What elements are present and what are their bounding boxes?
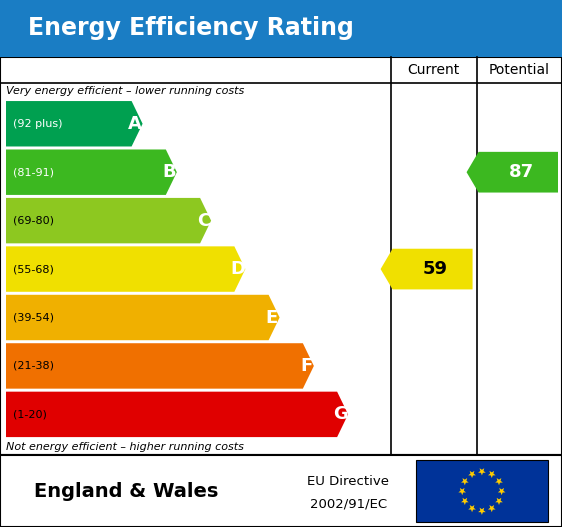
- Text: E: E: [266, 308, 278, 327]
- Polygon shape: [6, 246, 246, 292]
- Text: A: A: [128, 115, 142, 133]
- Polygon shape: [488, 505, 496, 512]
- Bar: [416, 461, 548, 522]
- Polygon shape: [6, 198, 211, 243]
- Text: 87: 87: [509, 163, 534, 181]
- Polygon shape: [495, 478, 503, 485]
- Polygon shape: [478, 468, 486, 475]
- Text: (69-80): (69-80): [13, 216, 54, 226]
- Text: D: D: [230, 260, 245, 278]
- Text: (92 plus): (92 plus): [13, 119, 62, 129]
- Text: (21-38): (21-38): [13, 361, 54, 371]
- Polygon shape: [6, 101, 143, 147]
- Text: EU Directive: EU Directive: [307, 475, 389, 487]
- Polygon shape: [478, 508, 486, 515]
- Polygon shape: [488, 471, 496, 478]
- Polygon shape: [6, 343, 314, 388]
- Text: (39-54): (39-54): [13, 313, 54, 323]
- Polygon shape: [461, 478, 469, 485]
- Bar: [0, 0, 562, 57]
- Text: Very energy efficient – lower running costs: Very energy efficient – lower running co…: [6, 86, 244, 96]
- Text: (81-91): (81-91): [13, 167, 54, 177]
- Text: 2002/91/EC: 2002/91/EC: [310, 497, 387, 511]
- Text: Energy Efficiency Rating: Energy Efficiency Rating: [28, 16, 354, 41]
- Polygon shape: [6, 392, 348, 437]
- Text: 59: 59: [423, 260, 448, 278]
- Polygon shape: [468, 471, 476, 478]
- Polygon shape: [461, 498, 469, 505]
- Polygon shape: [466, 152, 558, 192]
- Text: F: F: [300, 357, 312, 375]
- Text: Current: Current: [407, 63, 460, 77]
- Text: England & Wales: England & Wales: [34, 482, 218, 501]
- Text: (55-68): (55-68): [13, 264, 54, 274]
- Polygon shape: [459, 488, 466, 495]
- Text: B: B: [162, 163, 176, 181]
- Polygon shape: [6, 295, 280, 340]
- Polygon shape: [495, 498, 503, 505]
- Text: Not energy efficient – higher running costs: Not energy efficient – higher running co…: [6, 442, 244, 452]
- Polygon shape: [468, 505, 476, 512]
- Polygon shape: [6, 150, 177, 195]
- Bar: [0, 57, 562, 455]
- Text: C: C: [197, 212, 210, 230]
- Text: G: G: [333, 405, 348, 423]
- Polygon shape: [380, 249, 473, 289]
- Bar: [0, 455, 562, 527]
- Text: Potential: Potential: [489, 63, 550, 77]
- Polygon shape: [498, 488, 505, 495]
- Text: (1-20): (1-20): [13, 409, 47, 419]
